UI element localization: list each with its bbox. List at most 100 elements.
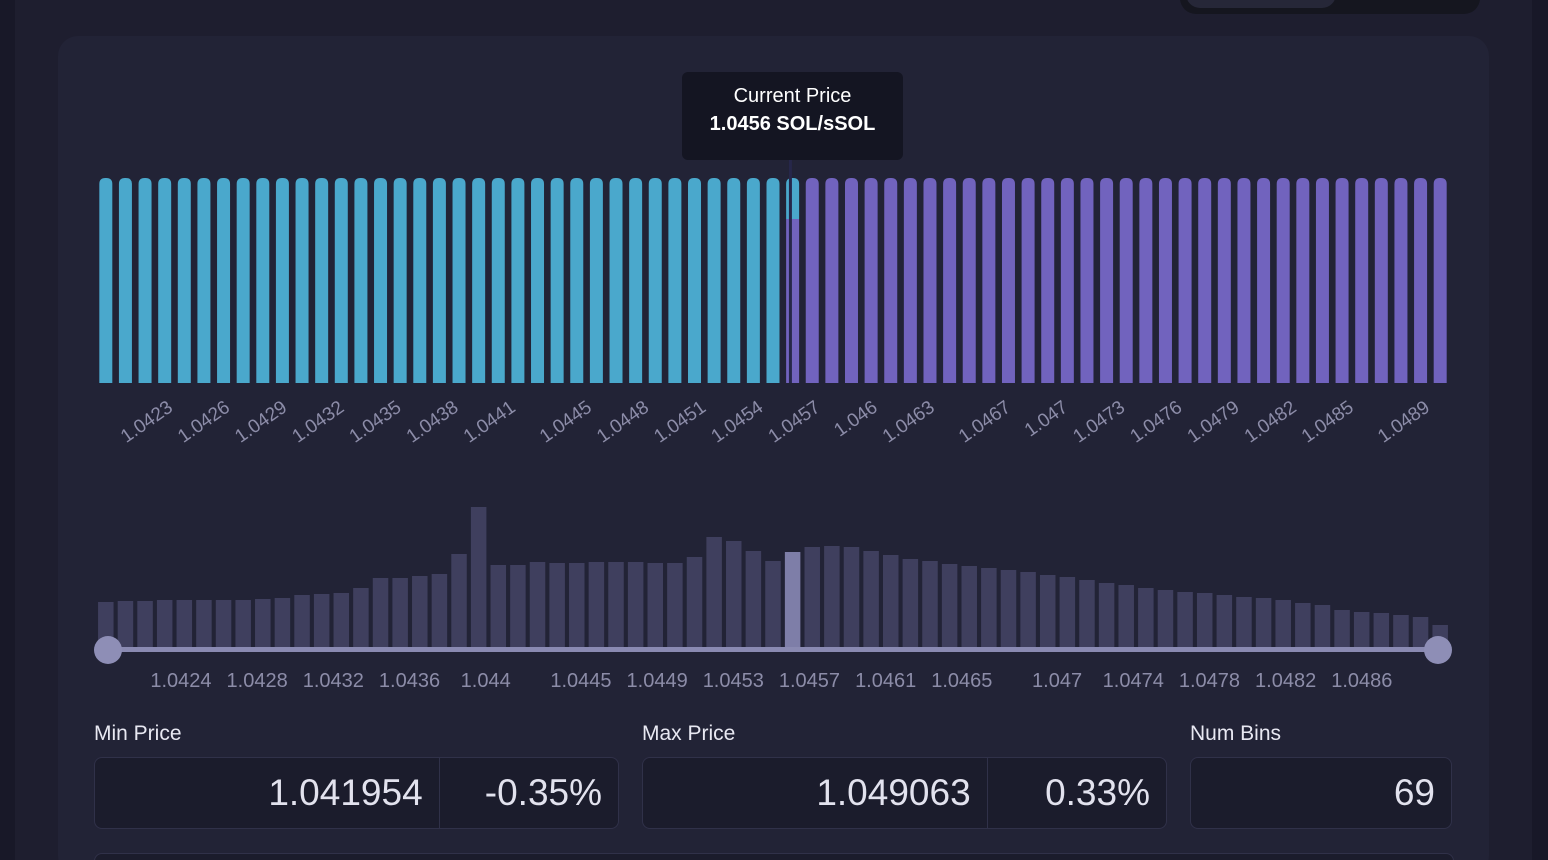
liquidity-bar [824,546,840,647]
max-price-percent[interactable]: 0.33% [986,758,1166,828]
bin-bar [197,178,211,383]
bin-bar [432,178,446,383]
max-price-input[interactable]: 1.049063 0.33% [642,757,1167,829]
bin-bar [864,178,878,383]
x-tick-label: 1.0441 [460,397,520,448]
liquidity-bar [196,600,212,647]
x-tick-label: 1.0476 [1127,397,1187,448]
bin-bar [707,178,721,383]
liquidity-bar [569,563,585,647]
x-tick-label: 1.046 [830,397,881,441]
bin-bar [648,178,662,383]
bin-bar [1257,178,1271,383]
bin-bar [923,178,937,383]
liquidity-bar [490,565,507,647]
x-tick-label: 1.0486 [1331,670,1392,692]
liquidity-bar [922,561,938,647]
liquidity-bar [215,600,232,647]
bin-bar [1296,178,1310,383]
liquidity-bar [451,554,467,647]
bin-bar [1080,178,1094,383]
min-price-input[interactable]: 1.041954 -0.35% [94,757,619,829]
x-tick-label: 1.0453 [703,670,764,692]
bin-bar [786,219,800,383]
bin-bar [1100,178,1114,383]
bin-bar [1139,178,1153,383]
min-price-label: Min Price [94,722,182,745]
tab-active[interactable] [1186,0,1336,8]
liquidity-bar [941,564,958,647]
max-price-value[interactable]: 1.049063 [816,772,971,813]
bin-bar [766,178,780,383]
liquidity-bar [1196,593,1213,647]
bin-bar [1315,178,1329,383]
bin-bar [609,178,623,383]
liquidity-bar [431,574,448,647]
bin-bar [334,178,348,383]
liquidity-bar [784,552,801,647]
bin-bar [1021,178,1035,383]
liquidity-bar [1020,572,1036,647]
liquidity-bar [353,588,369,647]
x-tick-label: 1.0489 [1374,397,1434,448]
liquidity-bar [765,561,781,647]
bin-bar [1237,178,1251,383]
num-bins-input[interactable]: 69 [1190,757,1452,829]
liquidity-bar [274,598,291,647]
bin-bar [1394,178,1408,383]
min-price-value[interactable]: 1.041954 [268,772,423,813]
bin-bar [256,178,270,383]
input-box[interactable] [94,853,1454,860]
num-bins-value[interactable]: 69 [1393,772,1435,813]
x-tick-label: 1.0457 [765,397,825,448]
bin-bar [511,178,525,383]
x-tick-label: 1.044 [461,670,511,692]
liquidity-bar [588,562,605,647]
liquidity-bar [255,599,271,647]
liquidity-bar [667,563,683,647]
x-tick-label: 1.0424 [150,670,211,692]
min-price-percent[interactable]: -0.35% [438,758,618,828]
liquidity-bar [1000,570,1017,647]
liquidity-bar [1098,583,1115,647]
bin-bar [118,178,132,383]
liquidity-bar [1255,598,1272,647]
x-tick-label: 1.0478 [1179,670,1240,692]
bin-bar [805,178,819,383]
liquidity-bar [176,600,193,647]
liquidity-bar [981,568,997,647]
liquidity-bar [686,557,703,647]
bin-bar [413,178,427,383]
bin-bar [452,178,466,383]
tooltip: Current Price 1.0456 SOL/sSOL [682,72,903,160]
bin-bar [844,178,858,383]
bin-bar [236,178,250,383]
liquidity-bar [863,551,879,647]
bin-bar [1060,178,1074,383]
liquidity-bar [372,578,389,647]
bin-bar [138,178,152,383]
liquidity-bar [1079,580,1095,647]
slider-handle[interactable] [94,636,122,664]
x-tick-label: 1.0482 [1241,397,1301,448]
liquidity-bar [333,593,350,647]
x-tick-label: 1.0445 [550,670,611,692]
x-tick-label: 1.0448 [593,397,653,448]
bin-bar [825,178,839,383]
bin-bar [727,178,741,383]
liquidity-bar [156,600,173,647]
bin-bar [1119,178,1133,383]
x-tick-label: 1.0423 [117,397,177,448]
slider-track [108,647,1438,652]
x-tick-label: 1.0426 [174,397,234,448]
card [58,36,1489,860]
x-tick-label: 1.0454 [708,397,768,448]
bin-bar [491,178,505,383]
bin-bar [158,178,172,383]
x-tick-label: 1.0479 [1184,397,1244,448]
bin-bar [786,178,800,219]
bin-bar [354,178,368,383]
slider-handle[interactable] [1424,636,1452,664]
x-tick-label: 1.0474 [1103,670,1164,692]
liquidity-bar [1393,615,1409,647]
